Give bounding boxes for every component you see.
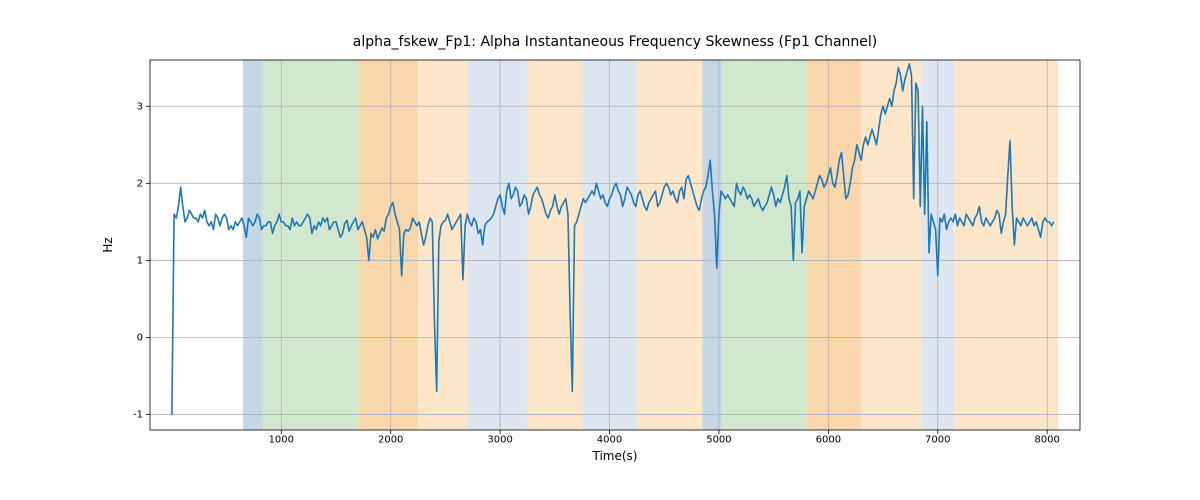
xtick-label: 1000	[269, 434, 294, 445]
ytick-label: 3	[137, 101, 143, 112]
xtick-label: 8000	[1034, 434, 1059, 445]
band	[467, 60, 527, 430]
xtick-label: 5000	[706, 434, 731, 445]
band	[243, 60, 263, 430]
x-axis-label: Time(s)	[592, 449, 638, 463]
ytick-label: 0	[137, 333, 143, 344]
band	[954, 60, 1058, 430]
xtick-label: 7000	[925, 434, 950, 445]
band	[418, 60, 467, 430]
ytick-label: 1	[137, 255, 143, 266]
band	[806, 60, 861, 430]
xtick-label: 4000	[597, 434, 622, 445]
chart-svg: 1000 2000 3000 4000 5000 6000 7000 8000 -1 0 1 2 3 Ti…	[0, 0, 1200, 500]
xtick-label: 6000	[816, 434, 841, 445]
xtick-label: 2000	[378, 434, 403, 445]
band	[263, 60, 358, 430]
ytick-label: 2	[137, 178, 143, 189]
xtick-label: 3000	[487, 434, 512, 445]
chart-figure: 1000 2000 3000 4000 5000 6000 7000 8000 -1 0 1 2 3 Ti…	[0, 0, 1200, 500]
y-axis-label: Hz	[101, 237, 115, 252]
band	[637, 60, 703, 430]
chart-title: alpha_fskew_Fp1: Alpha Instantaneous Fre…	[353, 34, 878, 50]
ytick-label: -1	[133, 410, 143, 421]
